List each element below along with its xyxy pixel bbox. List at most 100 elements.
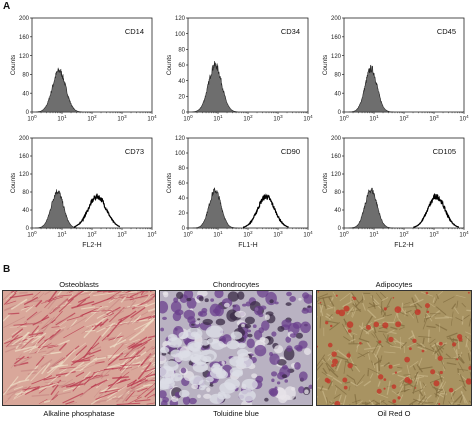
label-oil-red-o: Oil Red O <box>377 409 411 418</box>
cell-fiber <box>3 291 14 301</box>
lipid-droplet <box>331 351 337 357</box>
chondrocyte-cell <box>255 375 264 383</box>
cell-fiber <box>41 296 64 304</box>
cell-fiber <box>434 296 439 305</box>
cell-fiber <box>107 352 124 366</box>
cell-fiber <box>135 346 146 356</box>
cell-fiber <box>423 308 428 323</box>
x-tick-label: 103 <box>117 114 127 123</box>
cell-fiber <box>323 357 331 372</box>
cell-fiber <box>95 308 106 314</box>
cell-fiber <box>111 367 122 370</box>
lipid-droplet <box>426 310 430 314</box>
cell-fiber <box>59 348 76 367</box>
cell-fiber <box>412 398 422 403</box>
cell-fiber <box>412 365 416 371</box>
cell-fiber <box>462 385 467 392</box>
marker-label: CD90 <box>281 147 300 156</box>
chondrocyte-cell <box>284 379 289 383</box>
cell-fiber <box>151 368 155 374</box>
chondrocyte-cell <box>163 291 169 298</box>
lipid-droplet <box>373 321 380 328</box>
cell-fiber <box>357 351 371 359</box>
cell-fiber <box>364 399 375 405</box>
y-tick-label: 120 <box>19 54 30 60</box>
cell-fiber <box>358 337 370 343</box>
cell-fiber <box>95 312 113 326</box>
matrix-region <box>223 393 231 399</box>
cell-fiber <box>399 394 404 402</box>
chondrocyte-cell <box>212 308 219 314</box>
cell-fiber <box>446 362 457 366</box>
cell-fiber <box>14 291 18 294</box>
cell-fiber <box>459 351 463 358</box>
cell-fiber <box>319 304 324 313</box>
cell-fiber <box>422 318 428 330</box>
cell-fiber <box>363 380 372 387</box>
cell-fiber <box>414 294 420 302</box>
cell-fiber <box>76 291 81 295</box>
cell-fiber <box>346 306 354 315</box>
cell-fiber <box>342 395 347 405</box>
lipid-droplet <box>317 291 320 293</box>
lipid-droplet <box>383 387 386 390</box>
cell-fiber <box>6 343 23 348</box>
cell-fiber <box>373 359 382 366</box>
cell-fiber <box>132 338 152 350</box>
cell-fiber <box>43 375 61 381</box>
cell-fiber <box>372 300 376 310</box>
chondrocyte-cell <box>274 301 279 305</box>
cell-fiber <box>116 371 130 382</box>
y-axis-label: Counts <box>322 54 329 75</box>
cell-fiber <box>97 291 108 293</box>
cell-fiber <box>151 310 155 314</box>
lipid-droplet <box>412 338 417 343</box>
histogram-cd73: 0 40 80 120 160 200 100 101 102 103 104 Counts FL2-H… <box>0 126 158 252</box>
cell-fiber <box>148 335 155 339</box>
lipid-droplet <box>324 377 330 383</box>
cell-fiber <box>469 371 471 379</box>
histogram-cd105: 0 40 80 120 160 200 100 101 102 103 104 Counts FL2-H… <box>312 126 470 252</box>
cell-fiber <box>448 401 452 405</box>
chondrocyte-cell <box>301 308 310 314</box>
cell-fiber <box>81 327 90 334</box>
label-chondrocytes: Chondrocytes <box>212 280 260 289</box>
cell-fiber <box>77 292 92 296</box>
cell-fiber <box>24 365 39 381</box>
cell-fiber <box>359 329 364 339</box>
matrix-region <box>230 331 243 340</box>
cell-fiber <box>373 331 380 343</box>
cell-fiber <box>404 382 412 386</box>
cell-fiber <box>129 294 149 301</box>
cell-fiber <box>58 298 74 313</box>
cell-fiber <box>128 336 148 350</box>
cell-fiber <box>65 345 80 357</box>
cell-fiber <box>437 380 444 393</box>
chondrocyte-cell <box>246 338 255 349</box>
cell-fiber <box>98 387 110 398</box>
chondrocyte-cell <box>289 296 296 302</box>
cell-fiber <box>144 302 155 308</box>
cell-fiber <box>435 323 448 331</box>
cell-fiber <box>361 322 364 330</box>
cell-fiber <box>418 357 423 367</box>
cell-fiber <box>59 319 68 327</box>
cell-fiber <box>390 326 398 330</box>
lipid-droplet <box>395 321 402 328</box>
cell-fiber <box>134 303 148 308</box>
cell-fiber <box>68 291 75 293</box>
cell-fiber <box>31 328 47 337</box>
chondrocyte-cell <box>308 384 312 390</box>
x-tick-label: 102 <box>243 230 253 239</box>
x-axis-label: FL2-H <box>82 242 101 249</box>
cell-fiber <box>66 317 87 330</box>
cell-fiber <box>71 357 91 362</box>
x-tick-label: 100 <box>183 114 193 123</box>
cell-fiber <box>354 394 357 405</box>
cell-fiber <box>79 389 89 398</box>
y-axis-label: Counts <box>10 172 17 193</box>
cell-fiber <box>136 383 155 399</box>
cell-fiber <box>131 365 142 371</box>
chondrocyte-cell <box>259 337 266 342</box>
chondrocyte-cell <box>285 336 292 343</box>
